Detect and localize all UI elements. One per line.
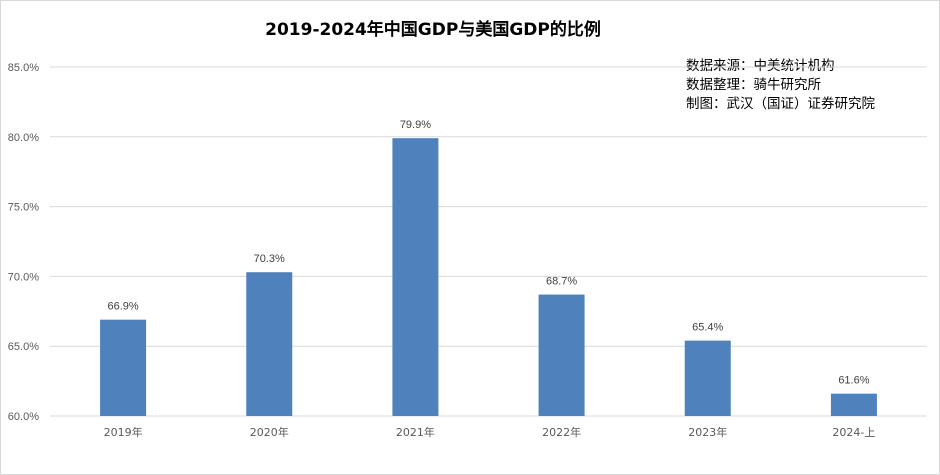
data-label: 66.9% (107, 301, 138, 313)
data-label: 79.9% (400, 119, 431, 131)
y-tick-label: 70.0% (8, 271, 39, 283)
y-tick-label: 80.0% (8, 132, 39, 144)
bar (538, 294, 585, 416)
x-tick-label: 2022年 (542, 425, 581, 439)
x-tick-label: 2021年 (396, 425, 435, 439)
y-tick-label: 75.0% (8, 202, 39, 214)
x-tick-label: 2023年 (688, 425, 727, 439)
data-label: 65.4% (692, 322, 723, 334)
annotation-data-compiler: 数据整理：骑牛研究所 (686, 77, 821, 93)
bar (392, 138, 439, 417)
data-label: 61.6% (838, 375, 869, 387)
source-annotations: 数据来源：中美统计机构 数据整理：骑牛研究所 制图：武汉（国证）证券研究院 (686, 57, 875, 114)
bar (830, 393, 877, 416)
x-tick-label: 2019年 (104, 425, 143, 439)
y-tick-label: 85.0% (8, 62, 39, 74)
bar (100, 319, 147, 416)
x-tick-label: 2024-上 (832, 426, 875, 439)
x-tick-label: 2020年 (250, 425, 289, 439)
annotation-data-source: 数据来源：中美统计机构 (686, 58, 835, 74)
data-label: 68.7% (546, 276, 577, 288)
y-tick-label: 65.0% (8, 341, 39, 353)
y-tick-label: 60.0% (8, 411, 39, 423)
bar (684, 340, 731, 416)
bar (246, 272, 293, 416)
annotation-chart-maker: 制图：武汉（国证）证券研究院 (686, 96, 875, 112)
data-label: 70.3% (254, 253, 285, 265)
chart-title: 2019-2024年中国GDP与美国GDP的比例 (265, 20, 601, 40)
